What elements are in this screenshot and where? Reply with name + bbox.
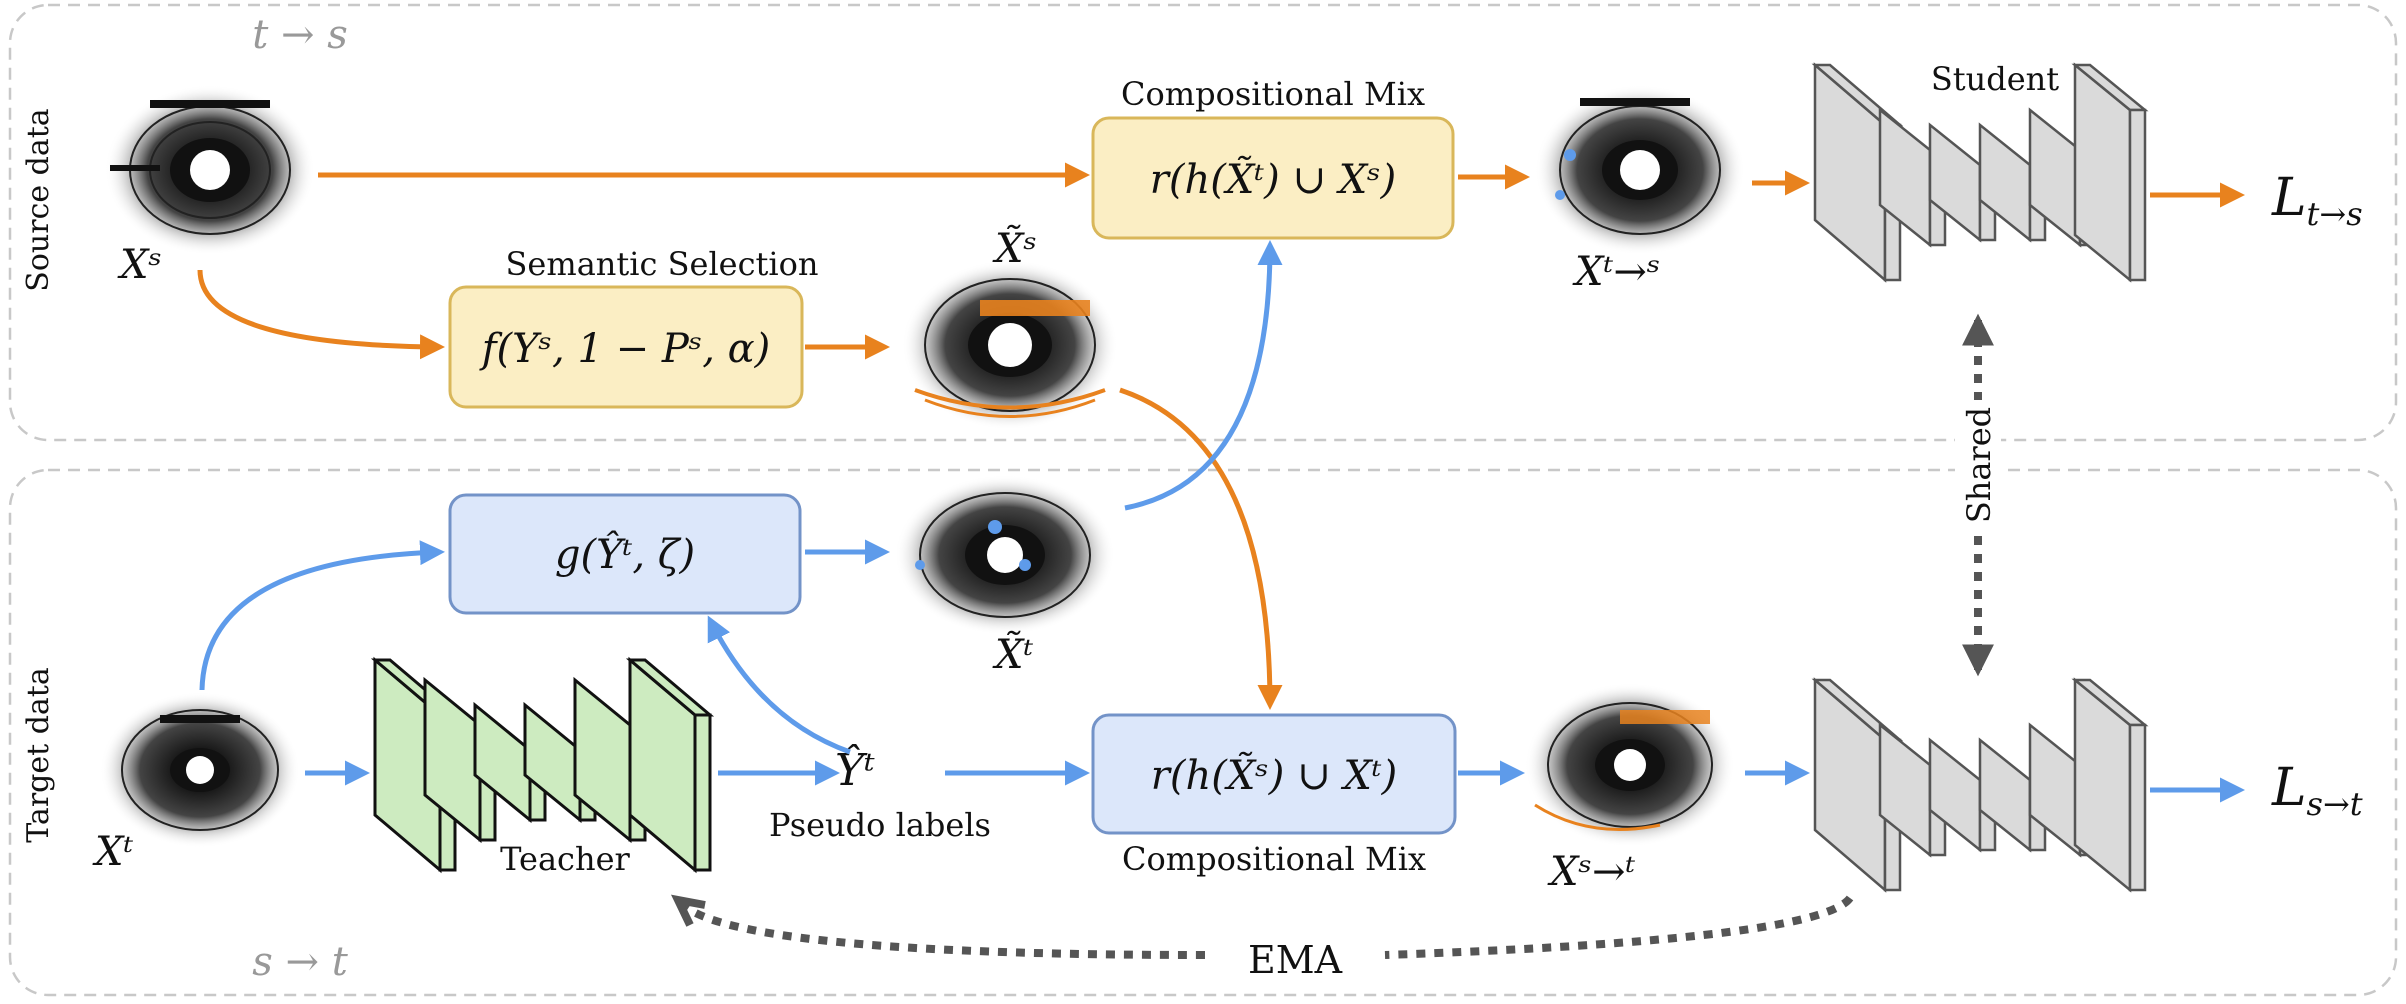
comp-mix-top-box	[1091, 116, 1455, 240]
student-network-bottom	[1811, 677, 2149, 893]
semantic-selection-box	[448, 285, 804, 409]
g-formula: g(Ŷᵗ, ζ)	[555, 531, 695, 578]
x-t-to-s-symbol: Xᵗ→ˢ	[1572, 249, 1660, 295]
ema-label: EMA	[1248, 938, 1343, 982]
shared-label: Shared	[1960, 407, 1998, 523]
bottom-direction-label: s → t	[252, 939, 348, 985]
teacher-label: Teacher	[500, 840, 630, 878]
semantic-selection-title: Semantic Selection	[506, 245, 819, 283]
xt-symbol: Xᵗ	[92, 829, 133, 875]
semantic-selection-formula: f(Yˢ, 1 − Pˢ, α)	[479, 326, 771, 372]
comp-mix-bottom-title: Compositional Mix	[1122, 840, 1426, 878]
g-box	[448, 493, 802, 615]
comp-mix-bottom-box	[1091, 713, 1457, 835]
xs-symbol: Xˢ	[117, 242, 162, 288]
xs-tilde-symbol: X̃ˢ	[992, 225, 1037, 272]
scan-source-selected	[902, 260, 1118, 430]
comp-mix-bottom-formula: r(h(X̃ˢ) ∪ Xᵗ)	[1151, 752, 1398, 799]
scan-t-to-s	[1535, 85, 1745, 255]
student-network	[1811, 62, 2149, 283]
comp-mix-top-formula: r(h(X̃ᵗ) ∪ Xˢ)	[1150, 156, 1397, 203]
scan-source	[105, 85, 315, 255]
x-s-to-t-symbol: Xˢ→ᵗ	[1547, 849, 1635, 895]
arrow-xs-to-selection	[197, 269, 445, 360]
ema-arrowhead	[670, 894, 706, 927]
scan-s-to-t	[1525, 683, 1735, 847]
source-data-label: Source data	[21, 108, 56, 292]
top-direction-label: t → s	[252, 12, 348, 58]
arrow-target-scan-to-comp-mix-top	[1124, 240, 1283, 511]
student-label: Student	[1931, 60, 2059, 98]
loss-top: Lt→s	[2271, 168, 2363, 233]
scan-target-selected	[895, 475, 1115, 635]
arrow-selected-scan-to-comp-mix-bottom	[1119, 387, 1283, 710]
top-panel	[8, 3, 2398, 442]
teacher-network	[370, 656, 715, 874]
arrow-xt-to-g	[199, 540, 445, 691]
arrow-pseudo-to-g	[707, 615, 851, 755]
ema-arrow	[674, 895, 1854, 959]
target-data-label: Target data	[21, 667, 56, 843]
scan-target	[100, 692, 300, 848]
xt-tilde-symbol: X̃ᵗ	[992, 631, 1033, 678]
loss-bottom: Ls→t	[2271, 758, 2363, 823]
comp-mix-top-title: Compositional Mix	[1121, 75, 1425, 113]
y-hat-symbol: Ŷᵗ	[835, 743, 875, 796]
shared-label-bg	[1955, 400, 2001, 530]
pseudo-labels: Pseudo labels	[769, 806, 991, 844]
